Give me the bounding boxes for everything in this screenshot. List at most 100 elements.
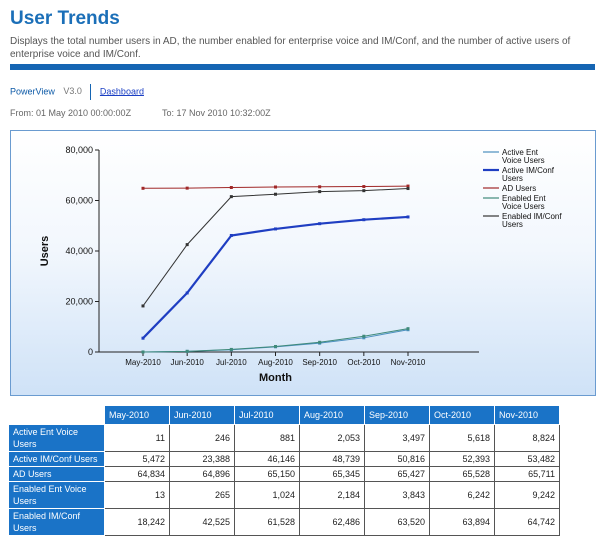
data-point-active_im_conf [141, 336, 145, 340]
table-cell: 63,520 [364, 508, 430, 536]
table-cell: 64,742 [494, 508, 560, 536]
table-cell: 48,739 [299, 451, 365, 467]
series-line-active_im_conf [142, 215, 409, 339]
series-line-active_ent_voice [142, 329, 409, 353]
y-axis-title: Users [39, 236, 51, 267]
table-cell: 53,482 [494, 451, 560, 467]
data-point-enabled_im_conf [141, 304, 145, 308]
column-header: Sep-2010 [364, 405, 430, 425]
x-tick-label: Jul-2010 [216, 358, 247, 367]
table-cell: 6,242 [429, 481, 495, 509]
table-cell: 62,486 [299, 508, 365, 536]
table-cell: 246 [169, 424, 235, 452]
column-header: May-2010 [104, 405, 170, 425]
nav-bar: PowerView V3.0 Dashboard [10, 84, 144, 100]
table-cell: 18,242 [104, 508, 170, 536]
table-cell: 2,053 [299, 424, 365, 452]
table-cell: 52,393 [429, 451, 495, 467]
table-cell: 64,834 [104, 466, 170, 482]
table-cell: 23,388 [169, 451, 235, 467]
data-point-enabled_im_conf [318, 190, 322, 194]
data-point-ad_users [362, 185, 366, 189]
table-cell: 3,843 [364, 481, 430, 509]
table-cell: 13 [104, 481, 170, 509]
y-tick-label: 60,000 [65, 196, 93, 206]
data-point-ad_users [229, 185, 233, 189]
table-corner [8, 405, 105, 425]
table-cell: 65,711 [494, 466, 560, 482]
product-name: PowerView [10, 86, 55, 97]
x-tick-label: May-2010 [125, 358, 161, 367]
table-row: Enabled IM/Conf Users 18,242 42,525 61,528 6… [8, 508, 560, 536]
table-cell: 9,242 [494, 481, 560, 509]
y-tick-label: 80,000 [65, 145, 93, 155]
table-cell: 881 [234, 424, 300, 452]
table-cell: 63,894 [429, 508, 495, 536]
row-label: AD Users [8, 466, 105, 482]
table-cell: 46,146 [234, 451, 300, 467]
x-tick-label: Sep-2010 [302, 358, 337, 367]
table-cell: 11 [104, 424, 170, 452]
data-point-enabled_ent_voice [318, 340, 322, 344]
user-trends-chart: 0 20,000 40,000 60,000 80,000 May-2010 Jun-201… [39, 145, 562, 384]
table-row: Active IM/Conf Users 5,472 23,388 46,146 48,… [8, 451, 560, 467]
column-header: Jul-2010 [234, 405, 300, 425]
data-point-active_im_conf [185, 291, 189, 295]
range-from: From: 01 May 2010 00:00:00Z [10, 108, 132, 118]
column-header: Oct-2010 [429, 405, 495, 425]
data-point-enabled_im_conf [274, 192, 277, 196]
table-row: Active Ent Voice Users 11 246 881 2,053 3,497… [8, 424, 560, 452]
table-cell: 2,184 [299, 481, 365, 509]
data-point-ad_users [185, 186, 189, 190]
data-point-enabled_im_conf [406, 187, 410, 191]
data-point-ad_users [141, 186, 145, 190]
title-divider [10, 64, 595, 70]
data-point-enabled_ent_voice [185, 349, 189, 353]
legend-label: Enabled IM/Conf Users [502, 212, 562, 229]
legend-label: Active Ent Voice Users [502, 148, 545, 165]
data-point-enabled_ent_voice [362, 334, 366, 338]
table-row: Enabled Ent Voice Users 13 265 1,024 2,184 3,… [8, 481, 560, 509]
range-to: To: 17 Nov 2010 10:32:00Z [162, 108, 271, 118]
x-tick-label: Aug-2010 [258, 358, 293, 367]
data-point-enabled_ent_voice [274, 344, 277, 348]
page-title: User Trends [10, 8, 120, 29]
x-tick-label: Nov-2010 [391, 358, 426, 367]
data-point-active_im_conf [229, 233, 233, 237]
series-line-enabled_im_conf [142, 188, 409, 307]
table-cell: 42,525 [169, 508, 235, 536]
legend-label: Active IM/Conf Users [502, 166, 555, 183]
date-range: From: 01 May 2010 00:00:00Z To: 17 Nov 2… [10, 108, 271, 118]
product-version: V3.0 [63, 86, 82, 97]
table-row: AD Users 64,834 64,896 65,150 65,345 65,427 65… [8, 466, 560, 482]
table-cell: 65,427 [364, 466, 430, 482]
data-point-active_im_conf [274, 227, 277, 231]
data-point-enabled_ent_voice [141, 350, 145, 354]
data-point-ad_users [274, 185, 277, 189]
data-point-enabled_ent_voice [406, 327, 410, 331]
series-line-enabled_ent_voice [142, 328, 409, 353]
column-header: Aug-2010 [299, 405, 365, 425]
legend-label: Enabled Ent Voice Users [502, 194, 546, 211]
row-label: Enabled Ent Voice Users [8, 481, 105, 509]
dashboard-link[interactable]: Dashboard [99, 86, 144, 97]
legend-label: AD Users [502, 184, 536, 193]
data-point-enabled_im_conf [185, 243, 189, 247]
column-header: Nov-2010 [494, 405, 560, 425]
data-point-ad_users [406, 184, 410, 188]
row-label: Active IM/Conf Users [8, 451, 105, 467]
nav-separator [90, 84, 92, 100]
data-point-active_im_conf [362, 218, 366, 222]
table-cell: 3,497 [364, 424, 430, 452]
table-cell: 65,528 [429, 466, 495, 482]
x-axis-title: Month [259, 372, 292, 384]
data-point-enabled_im_conf [362, 189, 366, 193]
y-tick-label: 40,000 [65, 246, 93, 256]
data-point-active_ent_voice [362, 336, 366, 340]
data-point-active_im_conf [318, 222, 322, 226]
chart-panel: 0 20,000 40,000 60,000 80,000 May-2010 Jun-201… [10, 130, 596, 396]
y-tick-label: 0 [88, 347, 93, 357]
table-cell: 65,150 [234, 466, 300, 482]
table-cell: 8,824 [494, 424, 560, 452]
row-label: Active Ent Voice Users [8, 424, 105, 452]
